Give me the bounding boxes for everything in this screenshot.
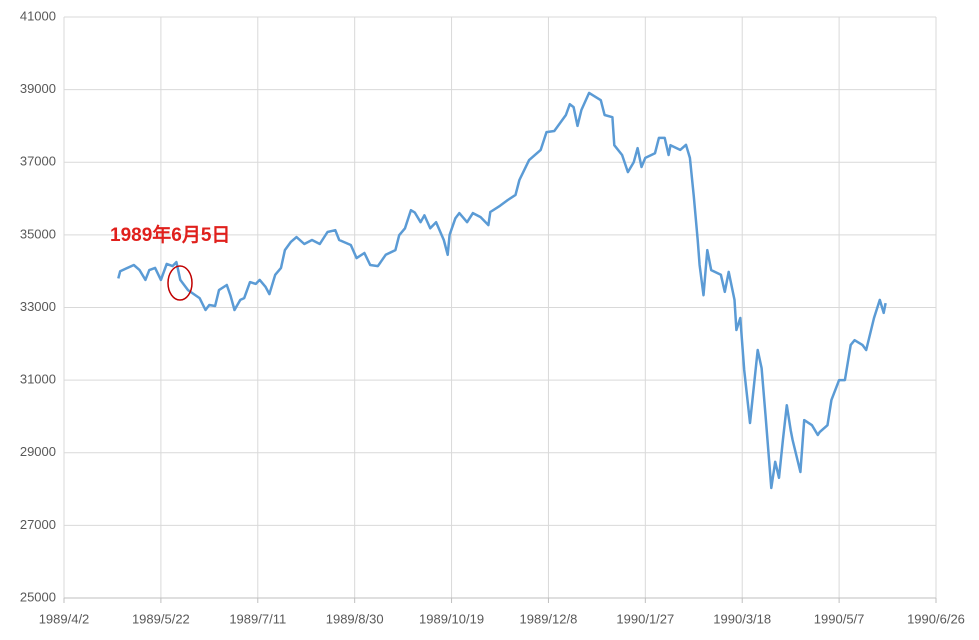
x-tick-label: 1989/7/11 bbox=[229, 611, 286, 626]
x-tick-label: 1990/1/27 bbox=[616, 611, 674, 626]
y-tick-label: 25000 bbox=[20, 589, 56, 604]
x-tick-label: 1990/5/7 bbox=[814, 611, 865, 626]
highlight-circle bbox=[167, 265, 193, 301]
x-tick-label: 1990/3/18 bbox=[713, 611, 771, 626]
y-tick-label: 27000 bbox=[20, 517, 56, 532]
x-tick-label: 1989/5/22 bbox=[132, 611, 190, 626]
x-tick-label: 1989/4/2 bbox=[39, 611, 90, 626]
data-line bbox=[117, 91, 887, 490]
x-tick-label: 1990/6/26 bbox=[907, 611, 965, 626]
x-tick-label: 1989/12/8 bbox=[520, 611, 578, 626]
y-tick-label: 39000 bbox=[20, 81, 56, 96]
y-tick-label: 37000 bbox=[20, 154, 56, 169]
y-tick-label: 31000 bbox=[20, 372, 56, 387]
y-tick-label: 33000 bbox=[20, 299, 56, 314]
x-tick-label: 1989/8/30 bbox=[326, 611, 384, 626]
x-tick-label: 1989/10/19 bbox=[419, 611, 484, 626]
y-tick-label: 35000 bbox=[20, 226, 56, 241]
annotation: 1989年6月5日 bbox=[110, 223, 230, 246]
y-tick-label: 41000 bbox=[20, 8, 56, 23]
y-tick-label: 29000 bbox=[20, 444, 56, 459]
